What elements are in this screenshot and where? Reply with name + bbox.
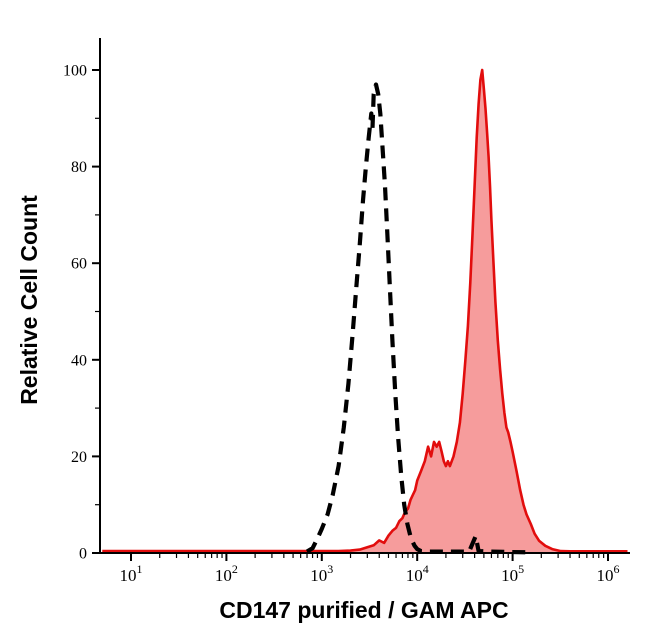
y-axis-label: Relative Cell Count	[16, 195, 42, 405]
y-tick-label: 60	[71, 256, 87, 273]
y-tick-label: 0	[79, 546, 87, 563]
sample-curve	[102, 68, 628, 553]
x-tick-label: 104	[406, 562, 429, 585]
x-tick-label: 106	[597, 562, 620, 585]
y-tick-label: 80	[71, 159, 87, 176]
x-axis-label: CD147 purified / GAM APC	[219, 597, 509, 623]
control-curve-dashed	[305, 82, 530, 555]
x-tick-label: 103	[310, 562, 333, 585]
x-tick-label: 101	[120, 562, 143, 585]
sample-area-fill	[102, 70, 628, 553]
x-tick-label: 105	[501, 562, 524, 585]
y-tick-label: 20	[71, 449, 87, 466]
y-tick-label: 40	[71, 352, 87, 369]
y-tick-label: 100	[63, 63, 87, 80]
x-tick-label: 102	[215, 562, 238, 585]
